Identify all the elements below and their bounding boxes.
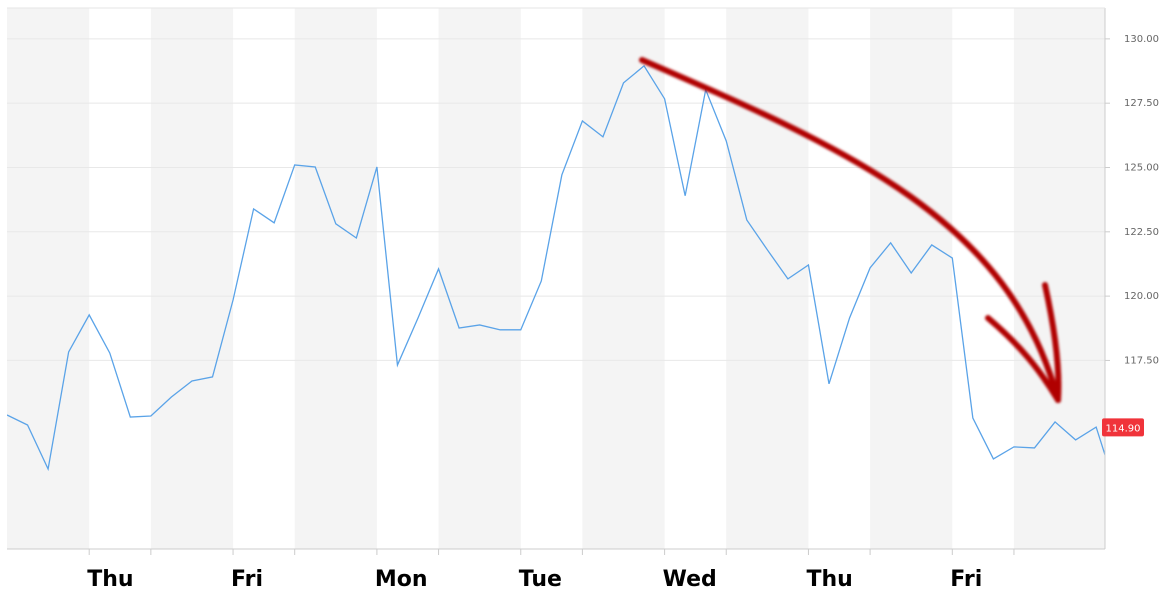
session-bands (7, 8, 1105, 549)
y-tick-label: 130.00 (1124, 34, 1159, 45)
x-tick-label: Fri (950, 567, 982, 592)
arrow-head-right (1042, 282, 1062, 403)
session-band (150, 8, 234, 549)
y-tick-label: 122.50 (1124, 227, 1159, 238)
x-tick-label: Thu (806, 567, 852, 592)
x-tick-label: Thu (87, 567, 133, 592)
arrow-head-left (985, 315, 1061, 403)
plot (7, 64, 1105, 472)
session-band (1013, 8, 1105, 549)
y-tick-label: 125.00 (1124, 162, 1159, 173)
session-band (438, 8, 521, 549)
price-tag (1102, 418, 1144, 437)
price-tag-label: 114.90 (1106, 423, 1141, 434)
y-tick-label: 127.50 (1124, 98, 1159, 109)
trend-arrow (639, 57, 1062, 403)
x-tick-label: Fri (231, 567, 263, 592)
session-band (726, 8, 809, 549)
session-band (7, 8, 90, 549)
session-band (582, 8, 665, 549)
x-tick-label: Wed (663, 567, 717, 592)
arrow-shaft (639, 57, 1061, 403)
y-tick-label: 120.00 (1124, 291, 1159, 302)
labels: Thu Fri Mon Tue Wed Thu Fri 117.50 120.00 122.50 1… (87, 34, 1159, 592)
x-tick-label: Mon (375, 567, 428, 592)
price-line (7, 64, 1105, 472)
x-tick-label: Tue (519, 567, 562, 592)
session-band (294, 8, 377, 549)
y-tick-label: 117.50 (1124, 355, 1159, 366)
session-band (870, 8, 953, 549)
grid (7, 38, 1110, 555)
